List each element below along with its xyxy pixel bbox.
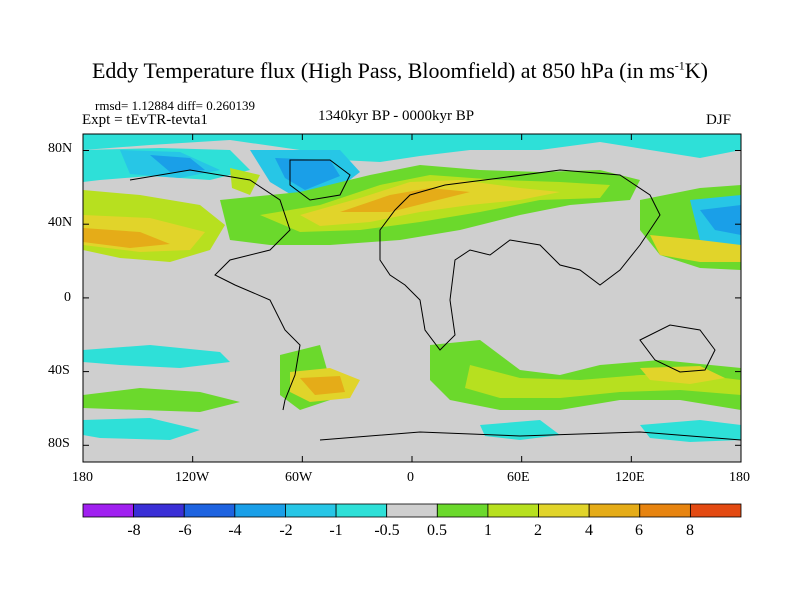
lon-tick-label: 0 (407, 470, 414, 485)
lon-tick-label: 180 (729, 470, 750, 485)
colorbar-box (588, 503, 641, 518)
colorbar-label: 0.5 (427, 522, 447, 539)
lat-tick-label: 80N (48, 141, 73, 156)
colorbar-box (133, 503, 185, 518)
colorbar-box (183, 503, 236, 518)
colorbar-box (436, 503, 489, 518)
colorbar-box (689, 503, 742, 518)
lat-tick-label: 80S (48, 436, 70, 451)
colorbar-box (234, 503, 286, 518)
colorbar-box (487, 503, 539, 518)
lon-tick-label: 60W (285, 470, 313, 485)
colorbar-label: -0.5 (374, 522, 400, 539)
lon-tick-label: 120W (175, 470, 210, 485)
lat-tick-label: 0 (64, 290, 71, 305)
flux-field (83, 134, 741, 462)
lat-tick-label: 40N (48, 215, 73, 230)
colorbar-box (538, 503, 590, 518)
lon-tick-label: 120E (615, 470, 645, 485)
colorbar-label: 8 (686, 522, 694, 539)
colorbar-label: -2 (279, 522, 293, 539)
colorbar-label: -4 (228, 522, 242, 539)
colorbar-label: 2 (534, 522, 542, 539)
colorbar-box (335, 503, 388, 518)
season-label: DJF (706, 112, 732, 128)
map-title: Eddy Temperature flux (High Pass, Bloomf… (91, 58, 708, 83)
colorbar-label: 1 (484, 522, 492, 539)
stats-text: rmsd= 1.12884 diff= 0.260139 (95, 98, 255, 113)
colorbar-label: -1 (329, 522, 343, 539)
period-label: 1340kyr BP - 0000kyr BP (318, 108, 475, 124)
colorbar-box (639, 503, 691, 518)
colorbar-label: -6 (178, 522, 192, 539)
colorbar (82, 503, 742, 518)
colorbar-label: 6 (635, 522, 643, 539)
colorbar-box (285, 503, 337, 518)
colorbar-label: 4 (585, 522, 593, 539)
experiment-label: Expt = tEvTR-tevta1 (82, 112, 208, 128)
lon-tick-label: 60E (507, 470, 530, 485)
colorbar-box (386, 503, 438, 518)
colorbar-box (82, 503, 135, 518)
colorbar-label: -8 (127, 522, 141, 539)
lat-tick-label: 40S (48, 363, 70, 378)
lon-tick-label: 180 (72, 470, 93, 485)
